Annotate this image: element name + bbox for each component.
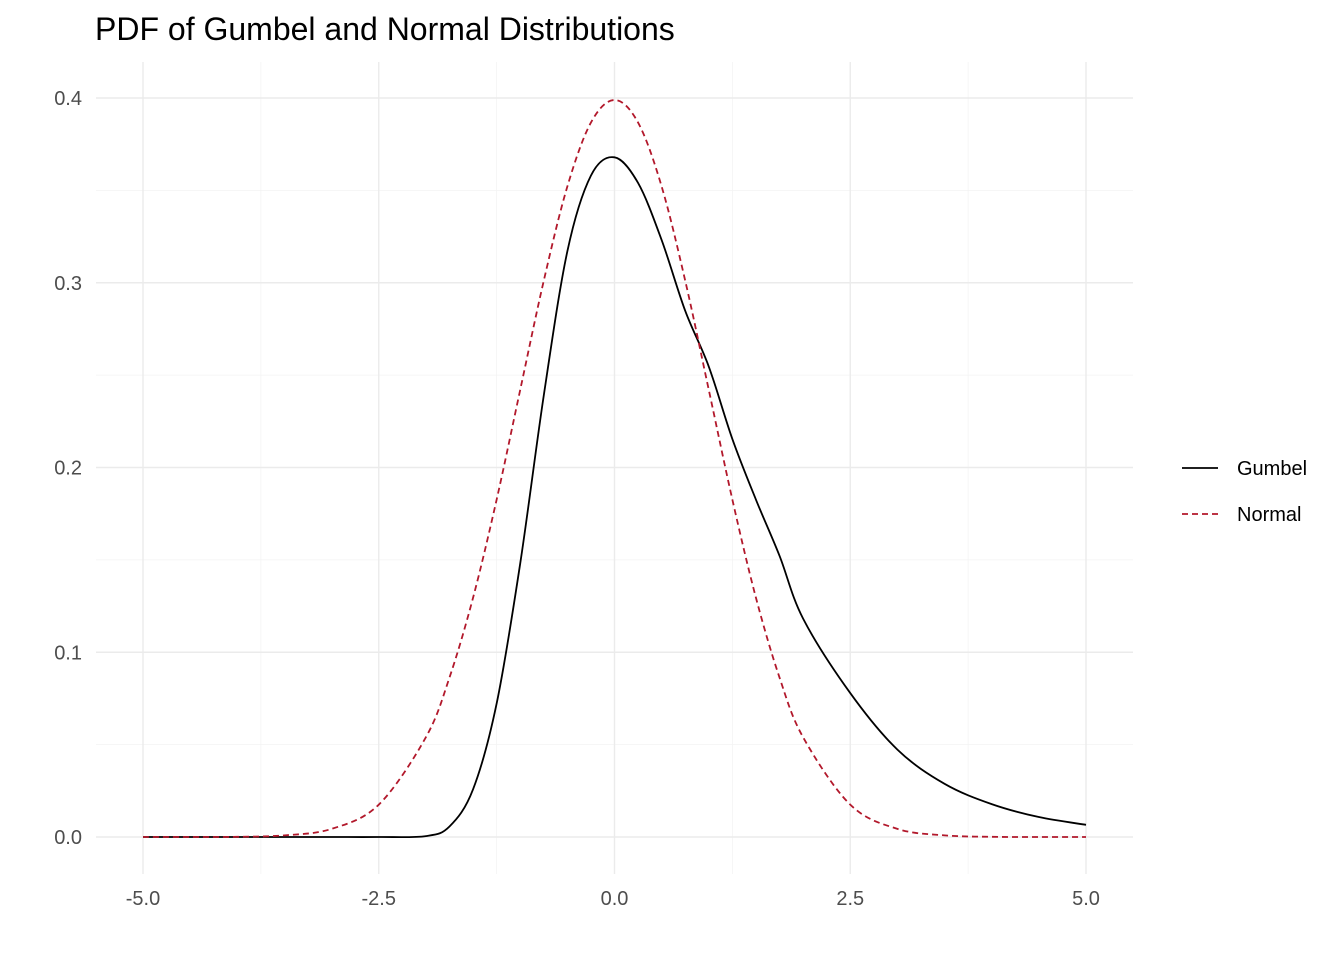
x-tick-label: 0.0 (601, 888, 629, 910)
x-tick-label: -2.5 (362, 888, 396, 910)
x-tick-label: 2.5 (836, 888, 864, 910)
x-axis-tick-labels: -5.0 -2.5 0.0 2.5 5.0 (126, 888, 1100, 910)
y-tick-label: 0.1 (54, 642, 82, 664)
legend-label-normal: Normal (1237, 504, 1301, 526)
y-tick-label: 0.2 (54, 458, 82, 480)
y-axis-tick-labels: 0.0 0.1 0.2 0.3 0.4 (54, 88, 82, 849)
legend: Gumbel Normal (1182, 458, 1307, 526)
y-tick-label: 0.4 (54, 88, 82, 110)
legend-label-gumbel: Gumbel (1237, 458, 1307, 480)
y-tick-label: 0.3 (54, 273, 82, 295)
series-line-normal (142, 99, 1087, 838)
chart-title: PDF of Gumbel and Normal Distributions (95, 11, 675, 47)
y-tick-label: 0.0 (54, 827, 82, 849)
x-tick-label: 5.0 (1072, 888, 1100, 910)
series-layer (142, 99, 1087, 839)
major-gridlines (96, 62, 1133, 874)
x-tick-label: -5.0 (126, 888, 160, 910)
series-line-gumbel (143, 156, 1087, 839)
